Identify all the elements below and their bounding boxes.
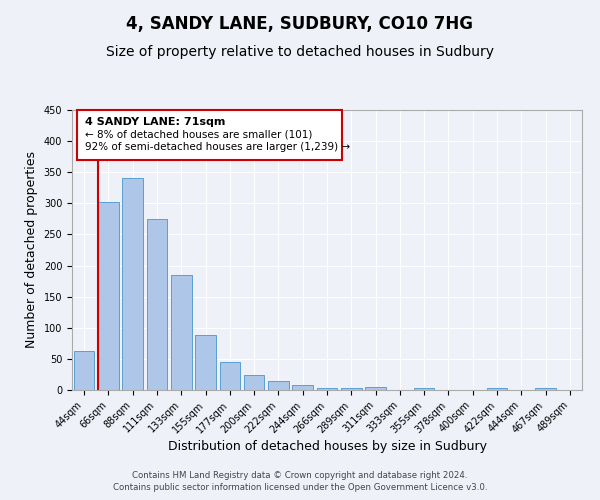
Bar xyxy=(146,219,167,390)
Bar xyxy=(244,375,265,390)
Bar xyxy=(414,388,434,390)
Bar xyxy=(268,380,289,390)
FancyBboxPatch shape xyxy=(77,110,342,160)
Text: 4 SANDY LANE: 71sqm: 4 SANDY LANE: 71sqm xyxy=(85,117,225,127)
Y-axis label: Number of detached properties: Number of detached properties xyxy=(25,152,38,348)
Text: Contains public sector information licensed under the Open Government Licence v3: Contains public sector information licen… xyxy=(113,484,487,492)
Bar xyxy=(341,388,362,390)
Bar xyxy=(487,388,508,390)
Bar xyxy=(535,388,556,390)
Bar xyxy=(122,178,143,390)
Text: Contains HM Land Registry data © Crown copyright and database right 2024.: Contains HM Land Registry data © Crown c… xyxy=(132,471,468,480)
Bar xyxy=(171,275,191,390)
Bar xyxy=(317,388,337,390)
Bar xyxy=(365,387,386,390)
Text: 92% of semi-detached houses are larger (1,239) →: 92% of semi-detached houses are larger (… xyxy=(85,142,350,152)
Bar xyxy=(98,202,119,390)
Bar xyxy=(74,352,94,390)
Bar xyxy=(292,385,313,390)
Text: ← 8% of detached houses are smaller (101): ← 8% of detached houses are smaller (101… xyxy=(85,129,312,139)
Text: 4, SANDY LANE, SUDBURY, CO10 7HG: 4, SANDY LANE, SUDBURY, CO10 7HG xyxy=(127,15,473,33)
Text: Size of property relative to detached houses in Sudbury: Size of property relative to detached ho… xyxy=(106,45,494,59)
Bar xyxy=(220,362,240,390)
Bar xyxy=(195,335,216,390)
X-axis label: Distribution of detached houses by size in Sudbury: Distribution of detached houses by size … xyxy=(167,440,487,454)
